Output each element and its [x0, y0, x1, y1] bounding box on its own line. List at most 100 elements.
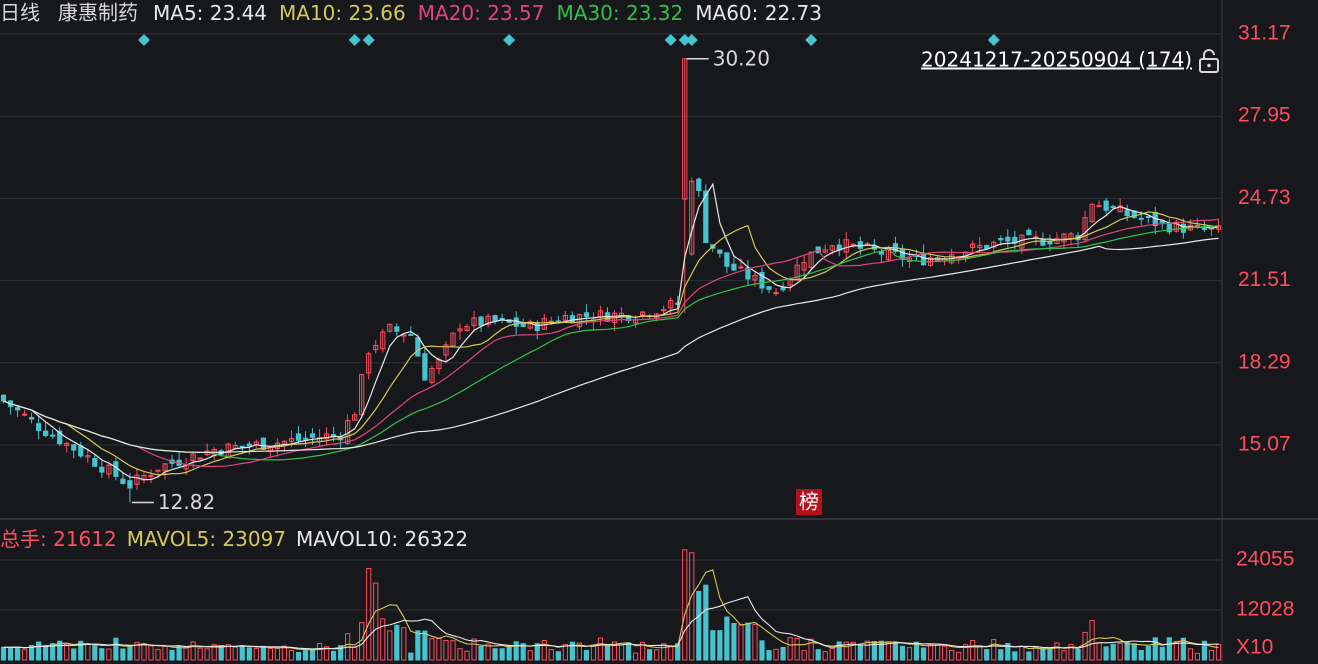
- volume-bar: [1138, 649, 1144, 661]
- candle-body: [1159, 220, 1165, 223]
- event-marker[interactable]: [685, 34, 698, 46]
- candle-body: [1026, 229, 1032, 236]
- volume-bar: [590, 644, 597, 661]
- volume-bar: [148, 645, 154, 661]
- volume-bar: [401, 627, 407, 661]
- volume-bar: [745, 622, 751, 661]
- candle-body: [998, 237, 1004, 241]
- volume-bar: [1117, 642, 1123, 661]
- ma-legend-item: MA30: 23.32: [557, 1, 684, 25]
- candle-body: [703, 190, 709, 244]
- volume-bar: [808, 638, 814, 661]
- candle-body: [668, 300, 674, 309]
- volume-bar: [366, 568, 372, 661]
- mavol10-line: [3, 596, 1219, 650]
- candle-body: [92, 458, 98, 467]
- event-marker[interactable]: [678, 34, 691, 46]
- volume-bar: [618, 644, 625, 661]
- candle-body: [57, 430, 63, 445]
- candle-body: [464, 326, 470, 331]
- volume-bar: [527, 650, 533, 661]
- volume-bar: [611, 641, 618, 661]
- ma30-line: [3, 225, 1219, 461]
- candle-body: [1103, 200, 1109, 211]
- volume-bar: [984, 649, 990, 661]
- candle-body: [373, 344, 379, 351]
- volume-bar: [288, 650, 295, 661]
- volume-bar: [1075, 648, 1081, 661]
- date-range[interactable]: 20241217-20250904 (174): [921, 48, 1192, 72]
- volume-bar: [394, 624, 400, 661]
- volume-bar: [253, 648, 259, 661]
- volume-bar: [225, 644, 231, 661]
- volume-bar: [675, 643, 681, 661]
- volume-bar: [14, 646, 21, 661]
- volume-bar: [134, 641, 140, 661]
- candle-body: [1096, 205, 1102, 208]
- candle-body: [422, 353, 428, 381]
- candle-body: [415, 337, 421, 357]
- candle-body: [14, 407, 21, 411]
- event-marker[interactable]: [137, 34, 150, 46]
- candle-body: [190, 453, 196, 462]
- price-tick-label: 24.73: [1238, 186, 1291, 209]
- event-marker[interactable]: [987, 34, 1000, 46]
- ma-legend-item: MA20: 23.57: [418, 1, 545, 25]
- candle-body: [408, 333, 414, 336]
- candle-body: [148, 474, 154, 478]
- volume-bar: [71, 648, 77, 661]
- volume-bar: [239, 645, 245, 661]
- candle-body: [1138, 217, 1144, 220]
- price-tick-label: 31.17: [1238, 22, 1291, 45]
- candle-body: [288, 438, 295, 442]
- svg-text:12.82: 12.82: [158, 490, 215, 514]
- volume-bar: [1110, 643, 1116, 661]
- event-marker[interactable]: [362, 34, 375, 46]
- volume-bar: [562, 644, 568, 661]
- volume-bar: [1187, 648, 1194, 661]
- volume-bar: [710, 630, 716, 661]
- volume-bar: [899, 645, 906, 661]
- candle-body: [295, 433, 302, 441]
- volume-bar: [766, 649, 772, 661]
- event-marker[interactable]: [805, 34, 818, 46]
- rank-badge[interactable]: 榜: [796, 489, 822, 515]
- candle-body: [780, 287, 786, 291]
- volume-bar: [787, 637, 793, 661]
- volume-bar: [85, 642, 91, 661]
- volume-bar: [106, 648, 112, 661]
- volume-bar: [92, 644, 98, 661]
- candle-body: [1005, 236, 1011, 242]
- candle-body: [1201, 227, 1208, 230]
- period-label[interactable]: 日线: [0, 1, 40, 25]
- volume-bar: [1054, 642, 1060, 661]
- candle-body: [569, 315, 575, 324]
- candle-body: [492, 315, 498, 322]
- volume-bar: [541, 639, 547, 661]
- candle-body: [246, 443, 252, 447]
- price-tick-label: 18.29: [1238, 350, 1291, 373]
- volume-bar: [970, 640, 976, 661]
- event-marker[interactable]: [348, 34, 361, 46]
- volume-bar: [155, 648, 161, 661]
- volume-bar: [204, 648, 210, 661]
- volume-bar: [850, 641, 856, 661]
- volume-bar: [295, 651, 302, 661]
- candle-body: [899, 249, 906, 260]
- lock-icon[interactable]: [1199, 49, 1219, 73]
- event-marker[interactable]: [664, 34, 677, 46]
- volume-bar: [211, 644, 217, 661]
- event-markers: [137, 34, 1000, 46]
- candle-body: [36, 423, 42, 431]
- max-annotation: 30.20: [686, 46, 770, 70]
- volume-bar: [794, 637, 800, 661]
- price-candles: [0, 58, 1222, 503]
- volume-bar: [1173, 640, 1179, 661]
- candle-body: [766, 286, 772, 290]
- ma20-line: [3, 218, 1219, 468]
- volume-average-lines: [3, 569, 1219, 651]
- event-marker[interactable]: [503, 34, 516, 46]
- candle-body: [302, 437, 309, 440]
- volume-bar: [323, 646, 330, 661]
